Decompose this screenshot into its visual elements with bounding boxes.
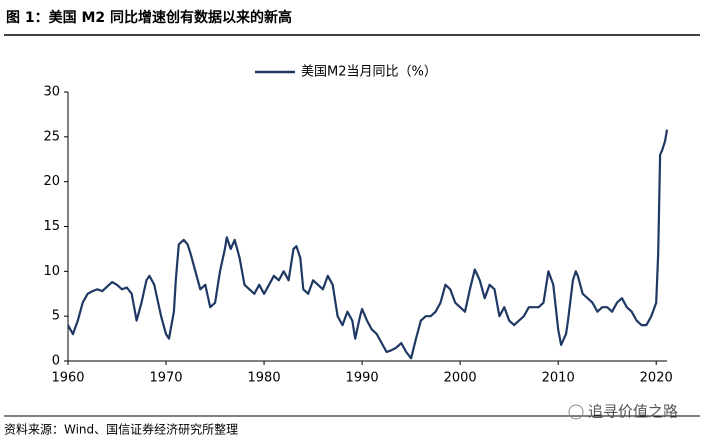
y-tick-label: 5 <box>52 309 60 324</box>
watermark: 追寻价值之路 <box>588 403 678 421</box>
y-tick-label: 0 <box>52 354 60 369</box>
x-tick-label: 1960 <box>51 371 84 386</box>
y-tick-label: 20 <box>43 174 60 189</box>
y-tick-label: 10 <box>43 264 60 279</box>
series-line <box>67 129 669 360</box>
y-tick-label: 15 <box>43 219 60 234</box>
chart-title: 图 1：美国 M2 同比增速创有数据以来的新高 <box>6 9 292 26</box>
x-tick-label: 2010 <box>542 371 575 386</box>
x-tick-label: 1980 <box>248 371 281 386</box>
legend-label: 美国M2当月同比（%） <box>301 65 437 80</box>
y-tick-label: 30 <box>43 85 60 100</box>
y-tick-label: 25 <box>43 129 60 144</box>
source: 资料来源：Wind、国信证券经济研究所整理 <box>4 422 238 437</box>
watermark-icon <box>568 404 584 420</box>
x-tick-label: 1990 <box>346 371 379 386</box>
x-tick-label: 1970 <box>149 371 182 386</box>
x-tick-label: 2020 <box>640 371 673 386</box>
x-tick-label: 2000 <box>444 371 477 386</box>
